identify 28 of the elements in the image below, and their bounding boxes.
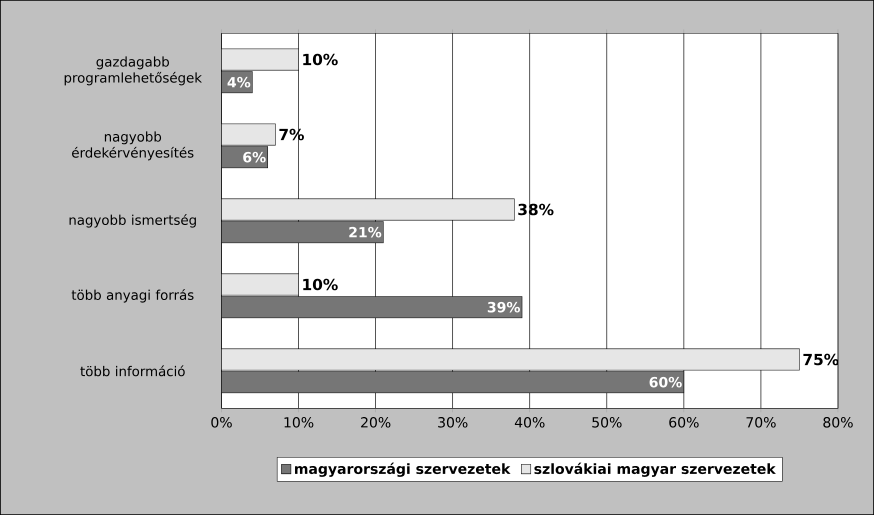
x-tick-label: 60% (669, 417, 699, 428)
legend-label: magyarországi szervezetek (295, 462, 511, 477)
bar (222, 124, 276, 146)
x-tick-label: 80% (823, 417, 853, 428)
x-tick-label: 10% (284, 417, 314, 428)
legend-label: szlovákiai magyar szervezetek (534, 462, 776, 477)
x-tick-label: 0% (211, 417, 232, 428)
bar (222, 198, 515, 220)
data-label: 6% (243, 152, 266, 162)
y-tick-label: gazdagabb programlehetőségek (64, 56, 202, 86)
bar (222, 274, 299, 296)
bar (222, 348, 800, 370)
data-label: 10% (303, 54, 338, 66)
data-label: 60% (650, 376, 682, 388)
y-tick-label: nagyobb érdekérvényesítés (72, 131, 194, 160)
data-label: 39% (488, 302, 520, 312)
x-tick-label: 70% (746, 417, 776, 428)
x-tick-label: 20% (361, 417, 390, 428)
y-tick-label: több anyagi forrás (72, 289, 194, 303)
y-tick-label: több információ (80, 365, 185, 376)
data-label: 21% (349, 226, 382, 238)
data-label: 4% (228, 76, 250, 88)
bar (222, 48, 299, 70)
x-tick-label: 40% (514, 417, 545, 428)
x-tick-label: 30% (438, 417, 468, 428)
y-tick-label: nagyobb ismertség (70, 214, 196, 228)
data-label: 10% (303, 278, 338, 290)
x-tick-label: 50% (592, 417, 622, 428)
